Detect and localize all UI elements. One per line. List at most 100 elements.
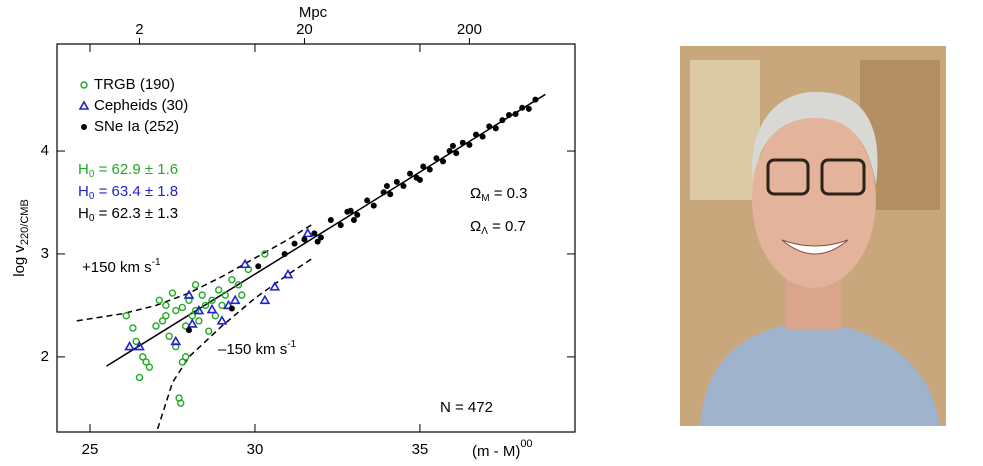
trgb-point bbox=[234, 281, 243, 289]
x2-tick-label: 20 bbox=[296, 21, 313, 38]
trgb-point bbox=[211, 312, 220, 320]
trgb-point bbox=[158, 317, 167, 325]
model-curve bbox=[106, 93, 546, 367]
trgb-point bbox=[172, 306, 180, 315]
annotation-text: Ω bbox=[470, 185, 481, 202]
annotation: +150 km s-1 bbox=[82, 257, 161, 276]
annotation: H0 = 63.4 ± 1.8 bbox=[78, 183, 178, 202]
cepheid-point bbox=[193, 304, 205, 315]
sn-point bbox=[473, 131, 480, 138]
annotation-text: –150 km s bbox=[218, 341, 287, 358]
trgb-point bbox=[162, 312, 170, 320]
trgb-point bbox=[238, 291, 246, 299]
photo-glasses bbox=[766, 158, 810, 196]
trgb-point bbox=[214, 286, 223, 294]
trgb-point bbox=[135, 373, 144, 382]
trgb-point bbox=[168, 289, 177, 297]
sn-point bbox=[426, 166, 433, 173]
cepheid-point bbox=[282, 268, 294, 279]
legend-label: SNe Ia (252) bbox=[94, 118, 179, 135]
trgb-point bbox=[142, 358, 150, 366]
trgb-point bbox=[205, 327, 213, 335]
x2-tick-label: 2 bbox=[135, 21, 143, 38]
sn-point bbox=[506, 112, 513, 119]
trgb-point bbox=[155, 296, 163, 304]
cepheid-point bbox=[134, 340, 145, 351]
trgb-point bbox=[122, 312, 130, 320]
sn-point bbox=[449, 142, 456, 149]
sn-point bbox=[301, 236, 308, 243]
sn-point bbox=[512, 110, 519, 117]
legend-label: TRGB (190) bbox=[94, 76, 175, 93]
trgb-point bbox=[178, 303, 187, 312]
trgb-point bbox=[139, 353, 147, 361]
annotation: ΩM = 0.3 bbox=[470, 185, 528, 204]
sn-point bbox=[433, 155, 440, 162]
trgb-point bbox=[177, 399, 185, 407]
cepheid-point bbox=[216, 315, 228, 325]
cepheid-point bbox=[183, 289, 195, 299]
sn-point bbox=[344, 208, 351, 215]
sn-point bbox=[440, 158, 447, 165]
trgb-point bbox=[152, 322, 160, 330]
sn-point bbox=[407, 170, 414, 177]
x-tick-label: 35 bbox=[412, 441, 429, 458]
trgb-point bbox=[172, 342, 180, 351]
sn-point bbox=[532, 96, 539, 103]
photo-smile bbox=[781, 239, 849, 255]
photo-glasses bbox=[820, 158, 866, 196]
x-axis-label: (m - M)00 bbox=[472, 438, 533, 460]
sn-point bbox=[364, 197, 371, 204]
annotation-sub: M bbox=[481, 193, 489, 204]
annotation-sup: -1 bbox=[287, 339, 296, 350]
annotation-rest: = 63.4 ± 1.8 bbox=[94, 183, 178, 200]
annotation-text: H bbox=[78, 161, 89, 178]
legend-marker bbox=[80, 81, 88, 89]
annotation: H0 = 62.3 ± 1.3 bbox=[78, 205, 178, 224]
cepheid-point bbox=[206, 303, 218, 314]
sn-point bbox=[446, 148, 453, 155]
annotation: –150 km s-1 bbox=[218, 339, 297, 358]
x2-axis-label: Mpc bbox=[299, 4, 328, 21]
x2-tick-label: 200 bbox=[457, 21, 482, 38]
photo bbox=[680, 46, 946, 426]
sn-point bbox=[380, 189, 387, 196]
cepheid-point bbox=[186, 318, 198, 328]
sn-point bbox=[383, 183, 390, 190]
annotation: N = 472 bbox=[440, 399, 493, 416]
sn-point bbox=[393, 178, 400, 185]
annotation-text: H bbox=[78, 183, 89, 200]
sn-point bbox=[370, 202, 377, 209]
sn-point bbox=[387, 191, 394, 198]
annotation-rest: = 62.3 ± 1.3 bbox=[94, 205, 178, 222]
x-axis-label-sup: 00 bbox=[520, 438, 532, 450]
trgb-point bbox=[191, 281, 200, 289]
legend-marker bbox=[81, 124, 87, 130]
trgb-point bbox=[198, 291, 206, 299]
model-curve bbox=[76, 222, 315, 322]
x-tick-label: 30 bbox=[247, 441, 264, 458]
cepheid-point bbox=[259, 294, 271, 305]
trgb-point bbox=[228, 275, 236, 284]
sn-point bbox=[327, 216, 334, 223]
cepheid-point bbox=[229, 294, 241, 305]
sn-point bbox=[479, 133, 486, 140]
annotation-rest: = 62.9 ± 1.6 bbox=[94, 161, 178, 178]
sn-point bbox=[499, 117, 506, 124]
annotation-text: +150 km s bbox=[82, 259, 152, 276]
photo-paper bbox=[690, 60, 760, 200]
sn-point bbox=[420, 163, 427, 170]
annotation-rest: = 0.3 bbox=[490, 185, 528, 202]
sn-point bbox=[459, 139, 466, 146]
trgb-point bbox=[195, 317, 203, 325]
cepheid-point bbox=[124, 340, 135, 351]
y-axis-label-main: log v bbox=[11, 245, 28, 277]
annotation-rest: = 0.7 bbox=[488, 218, 526, 235]
trgb-point bbox=[145, 363, 154, 371]
annotation-sup: -1 bbox=[152, 257, 161, 268]
sn-point bbox=[311, 230, 318, 237]
cepheid-point bbox=[170, 335, 182, 346]
annotation-text: N = 472 bbox=[440, 399, 493, 416]
trgb-point bbox=[129, 324, 137, 332]
